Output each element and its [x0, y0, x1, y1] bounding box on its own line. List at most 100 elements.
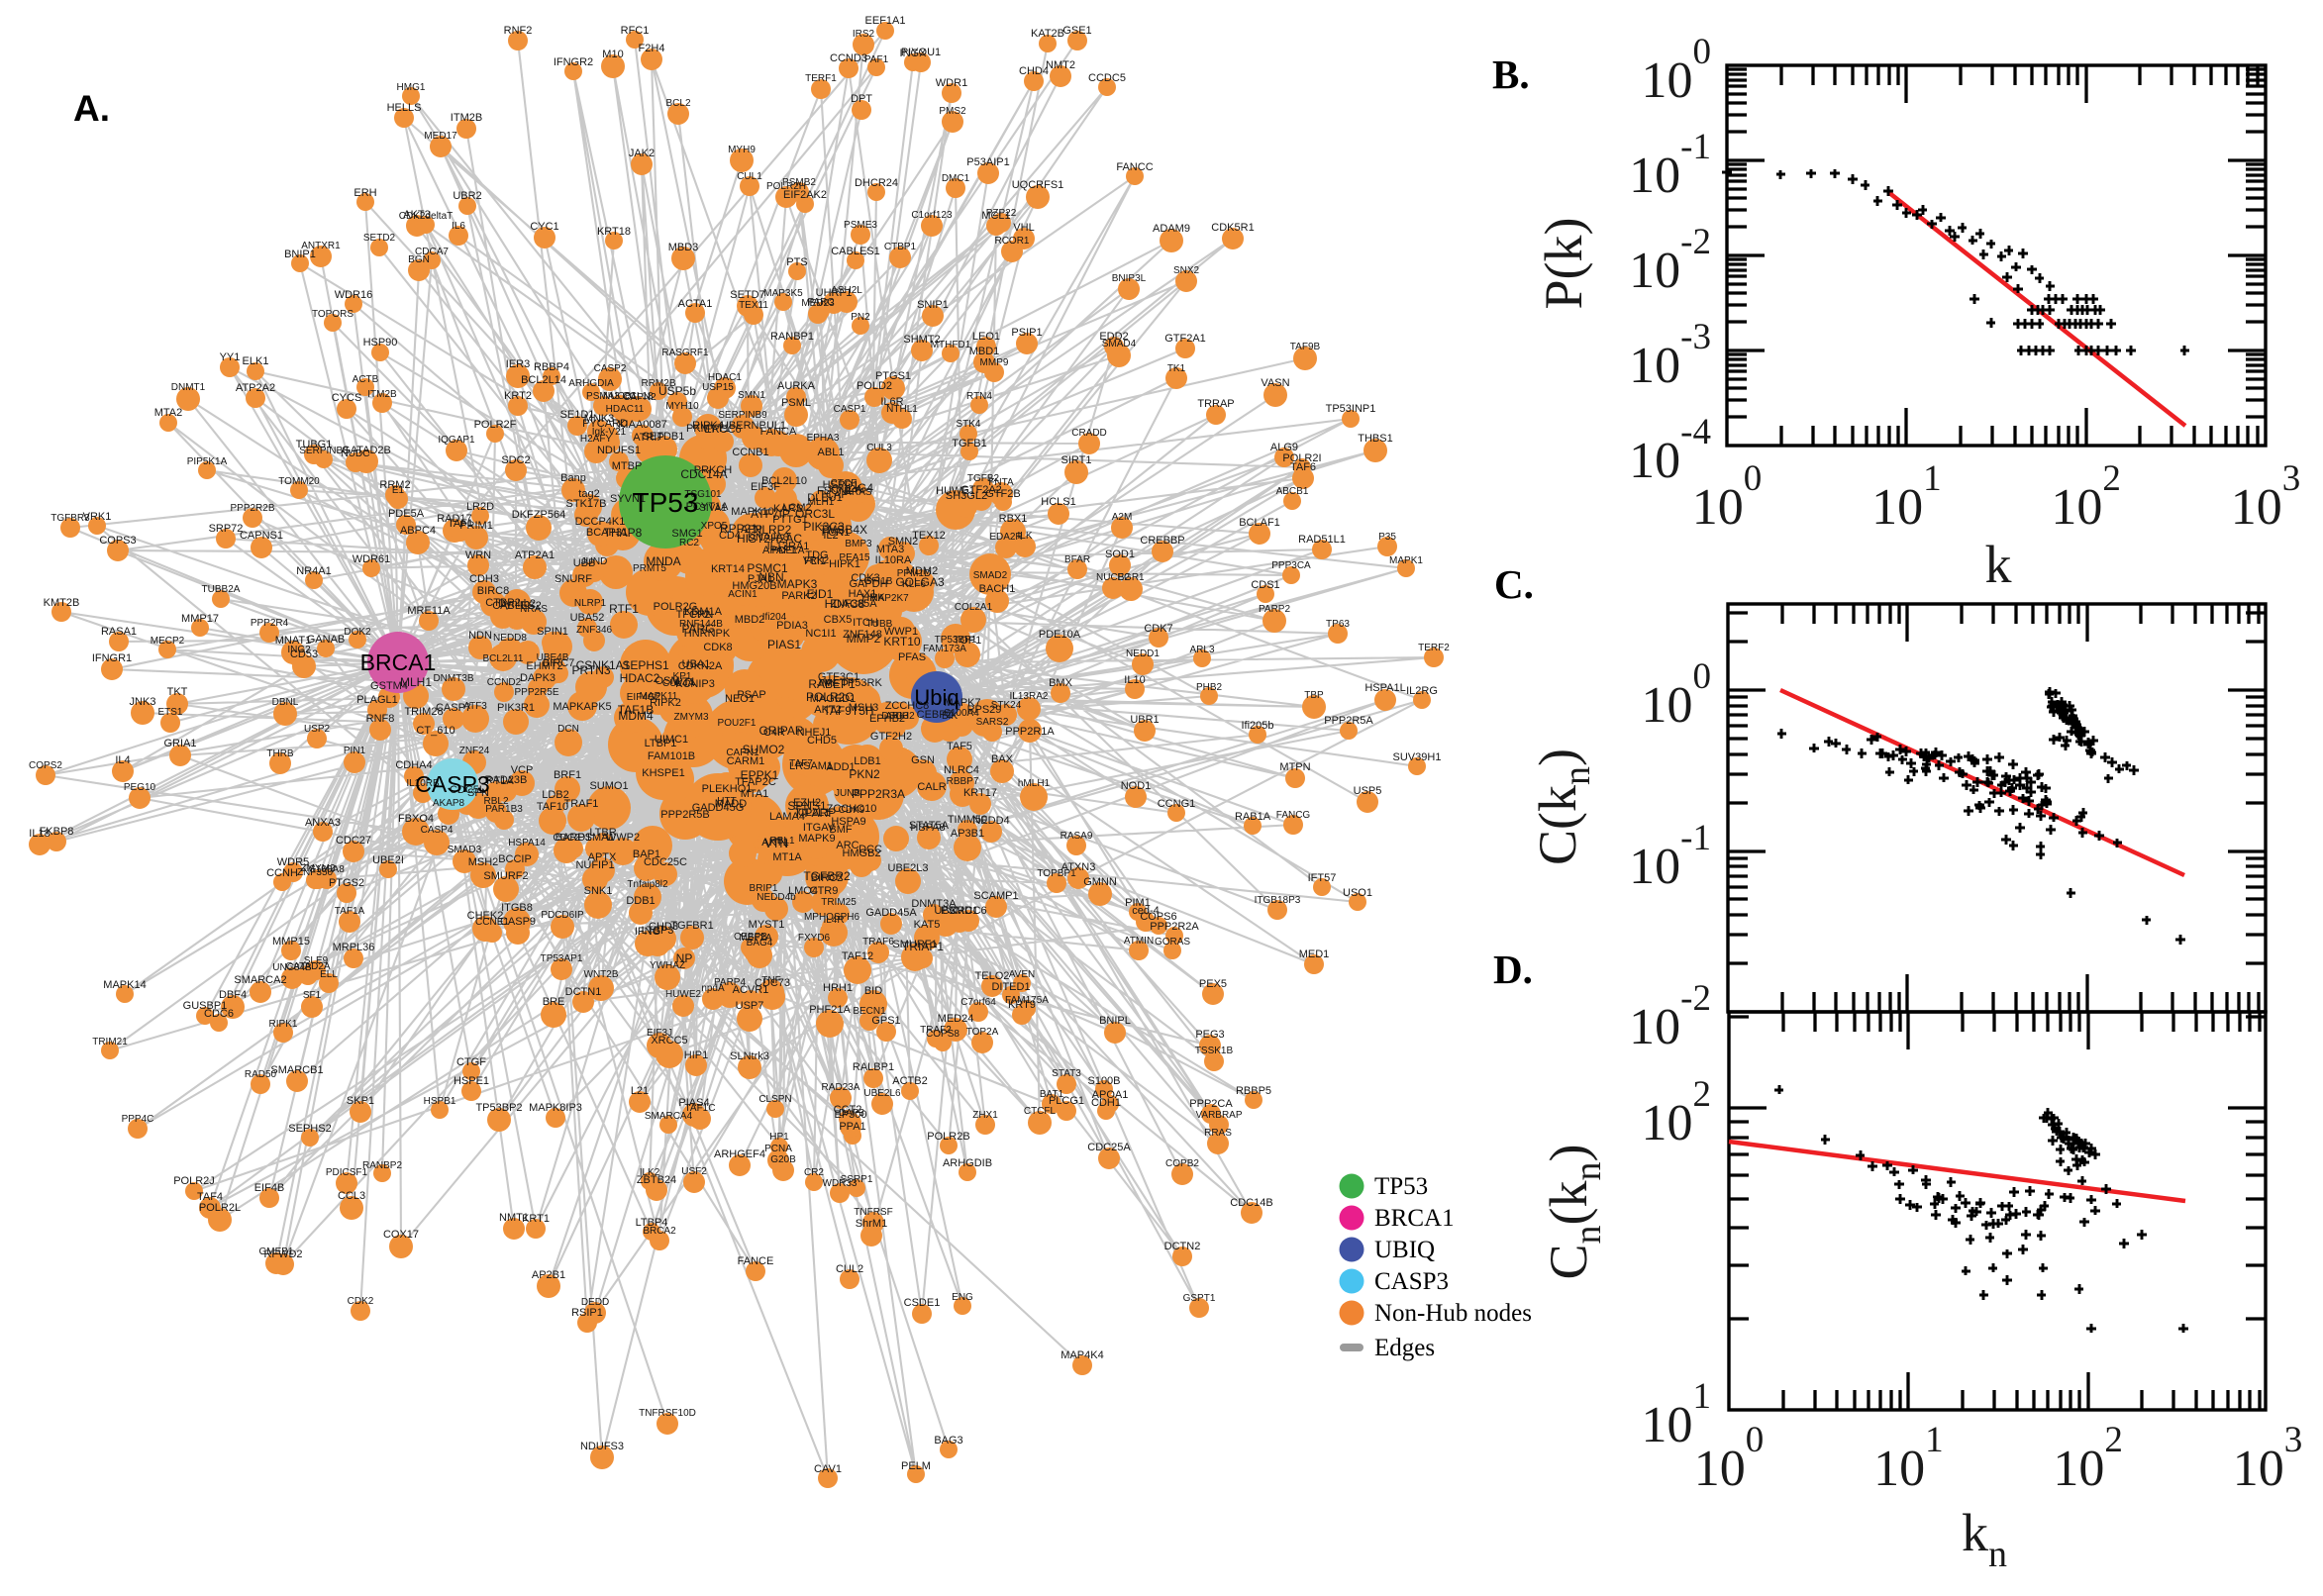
svg-text:CLSPN: CLSPN — [758, 1094, 791, 1105]
svg-text:MAGED1: MAGED1 — [810, 693, 856, 705]
svg-text:ELK1: ELK1 — [243, 355, 269, 367]
svg-text:TAF9T5H: TAF9T5H — [823, 704, 873, 718]
svg-text:WT1: WT1 — [672, 676, 695, 688]
svg-text:IL4: IL4 — [115, 754, 130, 766]
svg-text:HNRNPK: HNRNPK — [684, 628, 731, 640]
svg-text:SUMO1: SUMO1 — [589, 780, 628, 792]
svg-text:TDG: TDG — [805, 549, 828, 561]
svg-text:GANAB: GANAB — [307, 634, 346, 646]
svg-text:RAD23B: RAD23B — [485, 774, 528, 786]
svg-text:BCLAF1: BCLAF1 — [1239, 517, 1280, 529]
svg-text:CDK5R1: CDK5R1 — [1211, 222, 1254, 234]
svg-text:CHEK2: CHEK2 — [467, 910, 504, 922]
svg-text:HDAC11: HDAC11 — [606, 404, 645, 415]
svg-text:CCNH: CCNH — [266, 867, 298, 879]
svg-text:DDB1: DDB1 — [626, 895, 655, 907]
svg-text:LDB2: LDB2 — [542, 789, 569, 801]
svg-text:TOMM20: TOMM20 — [278, 476, 320, 487]
svg-text:MED17: MED17 — [424, 131, 457, 142]
svg-text:ACTB: ACTB — [353, 374, 379, 385]
svg-text:AKT3: AKT3 — [403, 209, 431, 221]
svg-text:EDA2R: EDA2R — [989, 532, 1022, 543]
svg-text:CUL1: CUL1 — [737, 171, 762, 182]
svg-text:PPP2CA: PPP2CA — [1189, 1098, 1233, 1110]
svg-text:TP53RK: TP53RK — [841, 677, 882, 689]
svg-text:CTGF: CTGF — [456, 1056, 486, 1068]
svg-text:MMP15: MMP15 — [272, 936, 310, 948]
svg-text:RAD17: RAD17 — [437, 513, 471, 525]
svg-text:C1orf123: C1orf123 — [911, 210, 953, 221]
svg-text:npdA: npdA — [701, 983, 725, 994]
svg-text:PARK2: PARK2 — [781, 590, 816, 602]
svg-text:DBF4: DBF4 — [219, 989, 247, 1001]
svg-text:IL13RA2: IL13RA2 — [1010, 691, 1049, 702]
svg-text:RASA1: RASA1 — [101, 626, 137, 638]
svg-text:MT1A: MT1A — [772, 851, 802, 863]
svg-text:PSMD1: PSMD1 — [941, 905, 978, 917]
svg-text:PEA15: PEA15 — [839, 552, 870, 563]
svg-text:CDK9: CDK9 — [839, 805, 865, 816]
svg-text:WDR5: WDR5 — [277, 856, 309, 868]
svg-text:ITGB18P3: ITGB18P3 — [1255, 895, 1301, 906]
svg-text:XPO5: XPO5 — [701, 521, 728, 532]
svg-text:PRIM1: PRIM1 — [459, 520, 493, 532]
svg-text:PSMA1: PSMA1 — [577, 832, 614, 844]
svg-text:PIAS1: PIAS1 — [767, 638, 801, 651]
svg-text:ZNF24: ZNF24 — [459, 746, 490, 756]
svg-text:BCL2L10: BCL2L10 — [761, 475, 807, 487]
svg-text:CASP9: CASP9 — [500, 916, 536, 928]
svg-text:BNIPL: BNIPL — [1099, 1015, 1131, 1027]
svg-text:PARP2: PARP2 — [1259, 604, 1290, 615]
svg-text:CASP3: CASP3 — [1374, 1268, 1449, 1295]
svg-text:CR2: CR2 — [804, 1167, 824, 1178]
svg-text:CCL18: CCL18 — [622, 391, 654, 402]
svg-text:DNAJA3: DNAJA3 — [748, 532, 789, 544]
svg-text:LEO1: LEO1 — [972, 331, 1000, 343]
svg-text:RRM2B: RRM2B — [641, 378, 675, 389]
svg-text:STAT5A: STAT5A — [909, 820, 950, 832]
svg-text:CDK2deltaT: CDK2deltaT — [399, 211, 453, 222]
svg-text:UBE2L6: UBE2L6 — [863, 1088, 901, 1099]
svg-text:TGFB2: TGFB2 — [967, 473, 1000, 484]
svg-text:XRCC6: XRCC6 — [950, 905, 986, 917]
svg-text:TNF: TNF — [761, 975, 780, 986]
svg-text:MDM4: MDM4 — [618, 709, 654, 723]
svg-text:UBE2I: UBE2I — [372, 854, 404, 866]
svg-text:IL18: IL18 — [29, 828, 50, 840]
svg-text:DLEU1: DLEU1 — [807, 492, 842, 504]
svg-text:FANCC: FANCC — [1116, 161, 1153, 173]
svg-text:LRSAM1: LRSAM1 — [789, 760, 833, 772]
svg-text:MNK3: MNK3 — [584, 413, 615, 425]
svg-text:CDH3: CDH3 — [469, 573, 499, 585]
svg-text:CASP4: CASP4 — [421, 825, 454, 836]
svg-text:GORAS: GORAS — [1155, 937, 1190, 948]
svg-text:CTCFL: CTCFL — [1024, 1106, 1057, 1117]
svg-text:UBA52: UBA52 — [570, 612, 605, 624]
svg-text:F2H4: F2H4 — [639, 43, 665, 54]
svg-text:FLI1: FLI1 — [804, 555, 826, 567]
svg-text:HSPA8: HSPA8 — [910, 822, 945, 834]
svg-text:CPT1A: CPT1A — [478, 775, 514, 787]
svg-text:USP7: USP7 — [736, 1000, 764, 1012]
svg-text:TCAP: TCAP — [819, 489, 848, 501]
svg-text:AVEN: AVEN — [1009, 969, 1036, 980]
svg-text:IFT57: IFT57 — [1308, 872, 1337, 884]
svg-text:MTBP: MTBP — [612, 460, 643, 472]
svg-text:CDC73: CDC73 — [755, 977, 790, 989]
svg-text:HMG1: HMG1 — [397, 82, 426, 93]
svg-text:ALG9: ALG9 — [1270, 442, 1298, 453]
svg-text:TRIM21: TRIM21 — [92, 1037, 128, 1047]
svg-text:SIVA1: SIVA1 — [699, 503, 727, 514]
svg-text:SNX2: SNX2 — [1173, 265, 1200, 276]
svg-text:DNMT1: DNMT1 — [171, 382, 206, 393]
svg-text:STK4: STK4 — [956, 419, 980, 430]
svg-text:GSN: GSN — [911, 754, 935, 766]
svg-text:TKT: TKT — [167, 686, 188, 698]
svg-text:CD4: CD4 — [719, 530, 741, 542]
svg-text:TAF1B: TAF1B — [618, 703, 654, 717]
svg-text:VRK1: VRK1 — [83, 511, 112, 523]
svg-text:THBS1: THBS1 — [1358, 433, 1392, 445]
svg-text:CCNE1: CCNE1 — [475, 917, 509, 928]
svg-text:MED24: MED24 — [938, 1013, 974, 1025]
svg-text:HIPK1: HIPK1 — [829, 558, 860, 570]
